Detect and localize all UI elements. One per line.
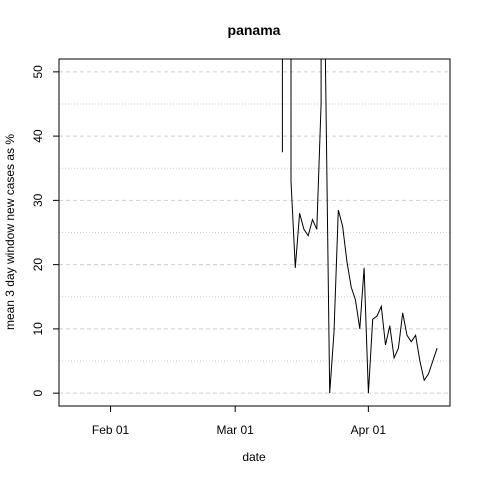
y-tick-label: 40	[31, 129, 45, 143]
x-axis: Feb 01 Mar 01 Apr 01	[92, 406, 386, 437]
y-tick-label: 50	[31, 65, 45, 79]
x-axis-label: date	[242, 450, 266, 464]
y-tick-label: 0	[31, 389, 45, 396]
x-tick-label: Mar 01	[216, 423, 254, 437]
chart-title: panama	[228, 22, 281, 38]
series-layer	[281, 59, 438, 394]
x-tick-label: Feb 01	[92, 423, 130, 437]
grid-lines	[59, 71, 450, 394]
y-axis: 0 10 20 30 40 50	[31, 65, 59, 396]
series-line	[281, 59, 438, 394]
y-tick-label: 30	[31, 193, 45, 207]
y-tick-label: 20	[31, 258, 45, 272]
y-axis-label: mean 3 day window new cases as %	[3, 134, 17, 330]
plot-frame	[58, 58, 451, 407]
y-tick-label: 10	[31, 322, 45, 336]
x-tick-label: Apr 01	[351, 423, 387, 437]
